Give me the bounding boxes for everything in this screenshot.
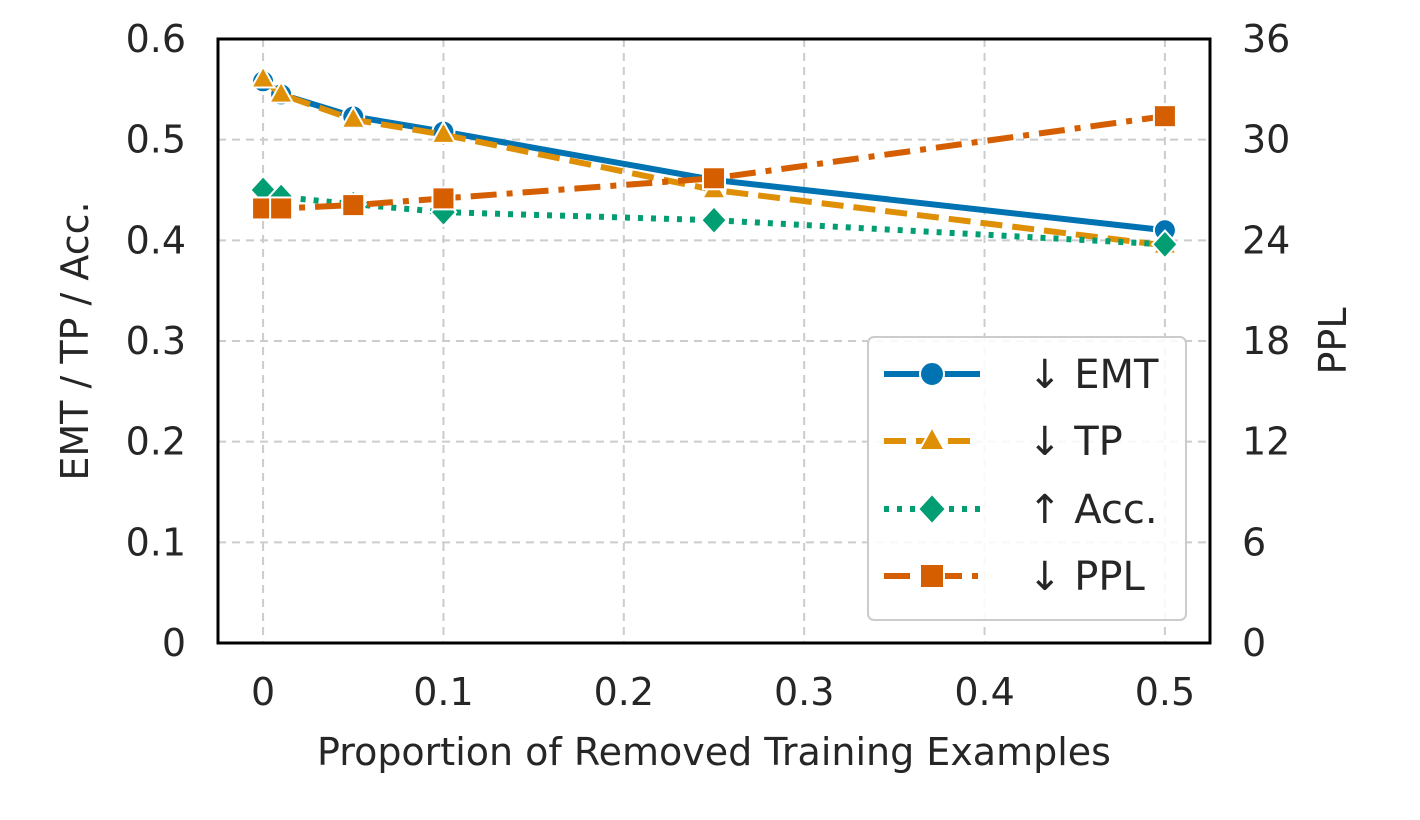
y-left-tick-label: 0.3 xyxy=(126,319,186,363)
legend-label: ↓ TP xyxy=(1028,419,1123,465)
y-right-tick-label: 12 xyxy=(1242,420,1290,464)
data-point xyxy=(431,186,456,211)
legend-item: ↓ TP xyxy=(884,419,1123,465)
legend-item: ↑ Acc. xyxy=(884,487,1158,533)
y-right-tick-label: 24 xyxy=(1242,218,1290,262)
data-point xyxy=(1152,104,1177,129)
data-point xyxy=(340,104,367,129)
data-point xyxy=(341,193,366,218)
series-3 xyxy=(251,104,1177,221)
y-left-tick-label: 0.6 xyxy=(126,17,186,61)
legend-marker xyxy=(919,563,945,589)
legend-label: ↓ PPL xyxy=(1028,554,1145,600)
legend-label: ↓ EMT xyxy=(1028,352,1159,398)
y-left-tick-label: 0.1 xyxy=(126,520,186,564)
x-axis-label: Proportion of Removed Training Examples xyxy=(317,730,1111,774)
legend-marker xyxy=(919,361,945,387)
y-axis-left-label: EMT / TP / Acc. xyxy=(53,201,97,480)
data-point xyxy=(269,196,294,221)
y-axis-right-label: PPL xyxy=(1311,307,1355,374)
series-layer xyxy=(249,64,1179,260)
y-left-tick-label: 0.5 xyxy=(126,118,186,162)
plot-frame xyxy=(216,37,1212,645)
legend-box xyxy=(867,336,1187,621)
x-tick-label: 0.1 xyxy=(413,670,473,714)
legend: ↓ EMT ↓ TP ↑ Acc. ↓ PPL xyxy=(867,336,1187,621)
x-tick-label: 0 xyxy=(251,670,275,714)
y-left-tick-label: 0 xyxy=(162,621,186,665)
legend-marker xyxy=(916,492,948,526)
x-tick-label: 0.4 xyxy=(954,670,1014,714)
legend-marker xyxy=(917,425,947,451)
y-right-tick-label: 18 xyxy=(1242,319,1290,363)
x-tick-label: 0.5 xyxy=(1135,670,1195,714)
data-point xyxy=(249,64,277,89)
x-tick-label: 0.3 xyxy=(774,670,834,714)
tick-labels: 0 0.1 0.2 0.3 0.4 0.5 0 0.1 0.2 0.3 0.4 0.5 0.6 0 6 12 1… xyxy=(126,17,1291,714)
legend-label: ↑ Acc. xyxy=(1028,487,1158,533)
y-left-tick-label: 0.2 xyxy=(126,420,186,464)
data-point xyxy=(1150,229,1179,260)
y-right-tick-label: 6 xyxy=(1242,520,1266,564)
data-point xyxy=(430,119,457,144)
legend-item: ↓ PPL xyxy=(884,554,1145,600)
y-right-tick-label: 36 xyxy=(1242,17,1290,61)
data-point xyxy=(267,79,295,104)
x-tick-label: 0.2 xyxy=(594,670,654,714)
y-right-tick-label: 30 xyxy=(1242,118,1290,162)
y-right-tick-label: 0 xyxy=(1242,621,1266,665)
data-point xyxy=(702,166,726,191)
legend-item: ↓ EMT xyxy=(884,352,1159,398)
data-point xyxy=(699,204,729,236)
y-left-tick-label: 0.4 xyxy=(126,218,186,262)
